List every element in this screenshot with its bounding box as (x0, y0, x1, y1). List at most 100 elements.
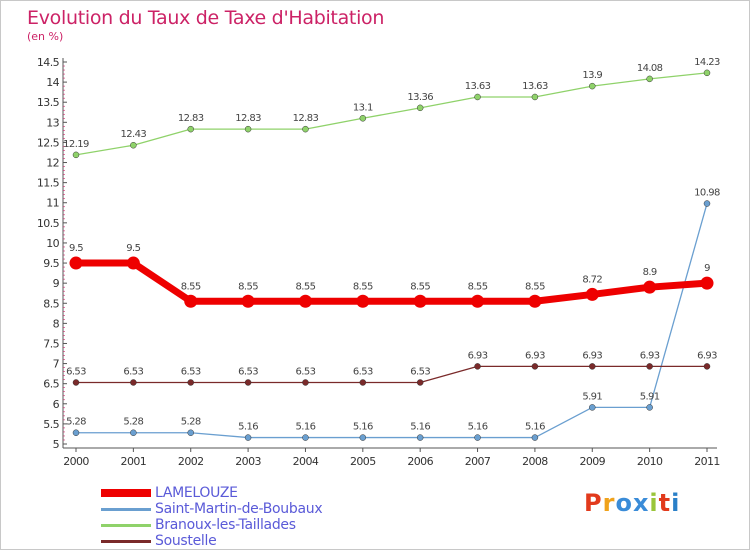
y-tick-label: 12 (46, 157, 59, 170)
legend-label: Branoux-les-Taillades (155, 517, 296, 533)
logo-letter: t (658, 489, 672, 517)
data-label-saint-martin-de-boubaux: 5.91 (582, 391, 602, 402)
data-label-lamelouze: 9 (704, 263, 710, 274)
data-point-branoux-les-taillades (359, 115, 367, 122)
data-point-saint-martin-de-boubaux (72, 429, 80, 436)
data-label-lamelouze: 8.55 (238, 281, 258, 292)
data-point-lamelouze (528, 294, 542, 308)
x-tick-label: 2004 (293, 455, 319, 468)
data-point-lamelouze (356, 294, 370, 308)
y-tick-label: 14.5 (37, 56, 60, 69)
data-point-branoux-les-taillades (187, 125, 194, 133)
y-tick-label: 7.5 (43, 337, 59, 350)
data-point-saint-martin-de-boubaux (646, 404, 653, 411)
data-point-lamelouze (471, 294, 485, 308)
data-point-soustelle (244, 379, 252, 386)
x-tick-label: 2003 (235, 455, 261, 468)
data-point-lamelouze (241, 294, 255, 308)
data-point-branoux-les-taillades (531, 93, 539, 101)
data-label-branoux-les-taillades: 13.63 (465, 81, 491, 92)
logo-letter: P (584, 489, 603, 517)
data-point-soustelle (130, 379, 137, 386)
data-point-branoux-les-taillades (130, 141, 137, 149)
data-point-saint-martin-de-boubaux (474, 434, 481, 441)
legend-swatch (101, 540, 151, 543)
data-point-lamelouze (298, 294, 312, 308)
data-point-soustelle (187, 379, 194, 386)
y-tick-label: 14 (46, 76, 59, 89)
y-tick-label: 5 (53, 438, 60, 451)
legend-item-soustelle: Soustelle (101, 533, 421, 550)
data-point-branoux-les-taillades (416, 104, 424, 112)
legend: LAMELOUZE Saint-Martin-de-Boubaux Branoux-… (101, 485, 421, 550)
data-point-saint-martin-de-boubaux (359, 434, 367, 441)
data-label-saint-martin-de-boubaux: 5.16 (353, 422, 373, 433)
data-point-saint-martin-de-boubaux (703, 200, 711, 207)
x-tick-label: 2007 (465, 455, 491, 468)
data-label-soustelle: 6.53 (238, 366, 258, 377)
data-label-saint-martin-de-boubaux: 5.28 (181, 417, 201, 428)
data-point-soustelle (703, 363, 711, 370)
x-tick-label: 2000 (63, 455, 89, 468)
data-label-saint-martin-de-boubaux: 5.28 (123, 417, 143, 428)
legend-swatch (101, 508, 151, 511)
y-tick-label: 9.5 (43, 257, 59, 270)
data-label-lamelouze: 8.55 (410, 281, 430, 292)
chart-title: Evolution du Taux de Taxe d'Habitation (27, 7, 385, 29)
x-tick-label: 2008 (522, 455, 548, 468)
data-label-lamelouze: 8.55 (353, 281, 373, 292)
y-tick-label: 8 (53, 317, 60, 330)
data-point-branoux-les-taillades (703, 69, 711, 77)
data-point-lamelouze (413, 294, 427, 308)
legend-item-lamelouze: LAMELOUZE (101, 485, 421, 502)
data-point-lamelouze (69, 256, 83, 270)
data-label-soustelle: 6.93 (525, 350, 545, 361)
data-label-branoux-les-taillades: 13.36 (407, 92, 433, 103)
data-point-soustelle (474, 363, 481, 370)
data-label-branoux-les-taillades: 12.83 (178, 113, 204, 124)
data-label-branoux-les-taillades: 12.19 (63, 139, 89, 150)
data-label-branoux-les-taillades: 14.23 (694, 57, 720, 68)
logo-letter: r (602, 489, 616, 517)
data-label-saint-martin-de-boubaux: 5.16 (238, 422, 258, 433)
data-label-soustelle: 6.53 (66, 366, 86, 377)
data-label-soustelle: 6.53 (181, 366, 201, 377)
data-label-saint-martin-de-boubaux: 5.28 (66, 417, 86, 428)
data-label-branoux-les-taillades: 13.9 (582, 70, 602, 81)
data-label-lamelouze: 9.5 (69, 243, 83, 254)
data-label-saint-martin-de-boubaux: 5.16 (468, 422, 488, 433)
x-tick-label: 2002 (178, 455, 204, 468)
y-tick-label: 13.5 (37, 96, 60, 109)
data-point-branoux-les-taillades (302, 125, 309, 133)
x-tick-label: 2009 (579, 455, 605, 468)
data-label-branoux-les-taillades: 12.83 (235, 113, 261, 124)
data-point-saint-martin-de-boubaux (130, 429, 137, 436)
data-label-branoux-les-taillades: 13.63 (522, 81, 548, 92)
data-point-soustelle (589, 363, 596, 370)
legend-label: LAMELOUZE (155, 485, 238, 501)
data-label-saint-martin-de-boubaux: 5.16 (410, 422, 430, 433)
legend-swatch (101, 489, 151, 497)
data-point-saint-martin-de-boubaux (302, 434, 309, 441)
x-tick-label: 2011 (694, 455, 720, 468)
y-tick-label: 6.5 (43, 378, 59, 391)
data-point-branoux-les-taillades (72, 151, 80, 159)
data-point-saint-martin-de-boubaux (187, 429, 194, 436)
x-tick-label: 2005 (350, 455, 376, 468)
data-point-soustelle (359, 379, 367, 386)
y-tick-label: 7 (53, 358, 60, 371)
data-label-saint-martin-de-boubaux: 10.98 (694, 188, 720, 199)
data-label-soustelle: 6.53 (123, 366, 143, 377)
data-label-branoux-les-taillades: 12.83 (293, 113, 319, 124)
y-tick-label: 12.5 (37, 136, 60, 149)
data-point-soustelle (416, 379, 424, 386)
y-tick-label: 6 (53, 398, 60, 411)
data-label-soustelle: 6.53 (353, 366, 373, 377)
y-tick-label: 10 (46, 237, 59, 250)
legend-label: Saint-Martin-de-Boubaux (155, 501, 323, 517)
data-label-soustelle: 6.93 (697, 350, 717, 361)
data-label-lamelouze: 8.55 (181, 281, 201, 292)
series-line-soustelle (75, 365, 708, 384)
y-tick-label: 9 (53, 277, 60, 290)
data-label-lamelouze: 8.72 (582, 274, 602, 285)
